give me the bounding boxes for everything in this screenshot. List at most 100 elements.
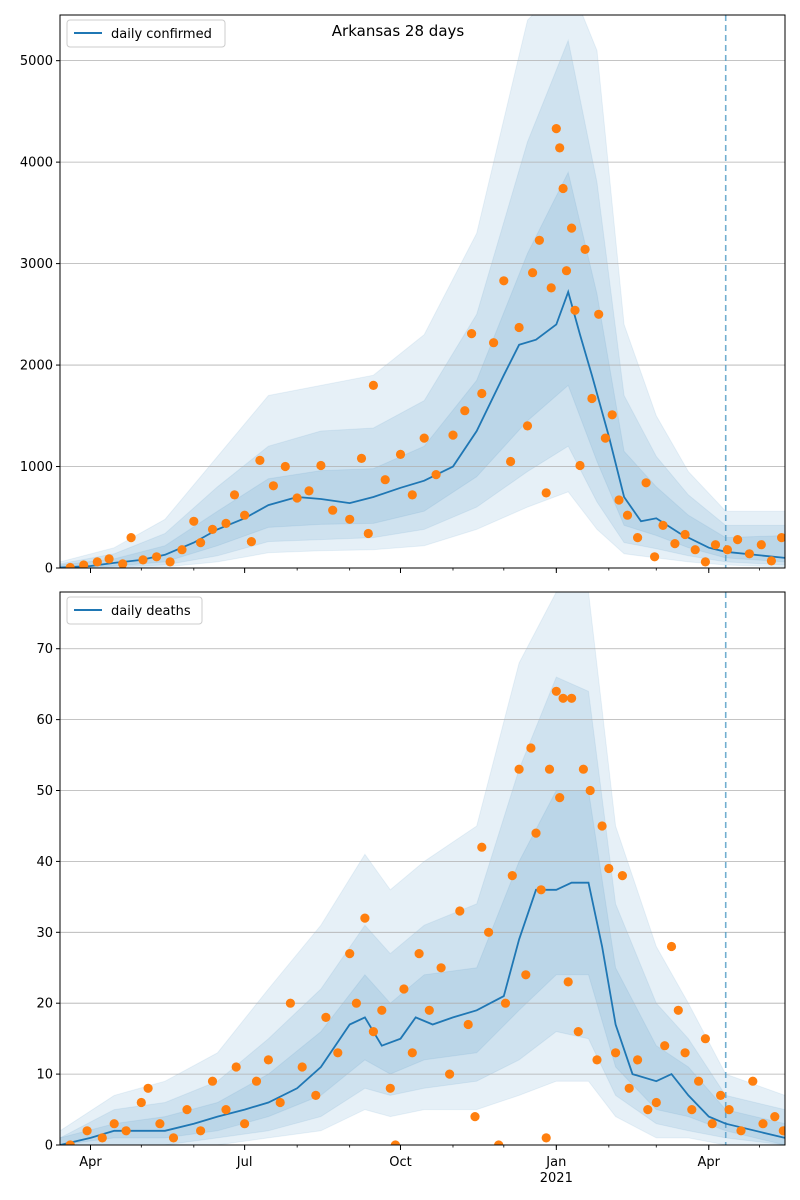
deaths-observed-points (65, 686, 785, 1145)
confirmed-observed-point (368, 380, 378, 390)
confirmed-observed-point (680, 529, 690, 540)
confirmed-observed-point (165, 557, 175, 567)
confirmed-y-tick-label: 0 (45, 562, 53, 577)
x-axis-year-label: 2021 (540, 1171, 573, 1186)
deaths-y-tick-label: 70 (36, 642, 53, 657)
confirmed-observed-point (561, 266, 572, 276)
deaths-observed-point (390, 1140, 400, 1145)
deaths-observed-point (407, 1048, 417, 1058)
deaths-observed-point (573, 1027, 583, 1037)
deaths-observed-point (521, 970, 531, 980)
confirmed-observed-point (777, 533, 785, 543)
confirmed-observed-point (92, 557, 102, 567)
confirmed-observed-point (670, 539, 680, 549)
deaths-observed-point (477, 842, 487, 852)
deaths-observed-point (494, 1140, 504, 1145)
confirmed-observed-point (431, 470, 441, 480)
deaths-observed-point (541, 1133, 551, 1143)
deaths-observed-point (231, 1062, 241, 1072)
deaths-x-tick-label: Oct (389, 1155, 411, 1170)
confirmed-legend-box (66, 19, 226, 48)
deaths-observed-point (311, 1090, 321, 1100)
confirmed-observed-point (292, 493, 302, 503)
confirmed-observed-point (328, 505, 338, 515)
deaths-observed-point (275, 1097, 285, 1108)
confirmed-observed-point (558, 183, 568, 194)
deaths-observed-point (470, 1112, 480, 1122)
deaths-observed-point (436, 963, 446, 973)
confirmed-observed-point (722, 545, 733, 555)
confirmed-observed-point (534, 235, 545, 245)
deaths-observed-point (567, 693, 577, 703)
deaths-band-middle (60, 676, 785, 1145)
confirmed-observed-point (514, 322, 524, 333)
deaths-axes-frame (59, 591, 786, 1146)
deaths-x-tick-label: Jul (236, 1155, 253, 1170)
deaths-observed-point (716, 1090, 726, 1100)
deaths-y-ticks: 0 10 20 30 40 50 60 70 (36, 642, 60, 1154)
deaths-observed-point (297, 1062, 307, 1072)
confirmed-observed-point (152, 552, 162, 562)
confirmed-observed-point (641, 478, 651, 488)
confirmed-gridlines (60, 60, 785, 467)
confirmed-y-tick-label: 3000 (20, 257, 53, 272)
deaths-y-tick-label: 20 (36, 997, 53, 1012)
deaths-band-outer (60, 592, 785, 1145)
deaths-observed-point (484, 927, 494, 937)
deaths-observed-point (97, 1133, 107, 1143)
deaths-observed-point (182, 1105, 192, 1115)
deaths-y-tick-label: 40 (36, 855, 53, 870)
confirmed-observed-point (407, 490, 417, 500)
deaths-x-tick-label: Apr (79, 1155, 102, 1170)
confirmed-band-outer (60, 15, 785, 568)
deaths-observed-point (666, 941, 677, 952)
confirmed-observed-point (189, 516, 199, 526)
confirmed-observed-point (316, 460, 326, 471)
confirmed-observed-point (650, 552, 660, 562)
deaths-x-ticks: Apr Jul Oct Jan Apr (79, 1145, 760, 1170)
deaths-x-tick-label: Apr (698, 1155, 721, 1170)
deaths-y-tick-label: 60 (36, 713, 53, 728)
deaths-observed-point (551, 686, 561, 696)
deaths-observed-point (700, 1034, 711, 1044)
deaths-observed-point (526, 743, 536, 753)
deaths-observed-point (196, 1126, 206, 1136)
deaths-observed-point (597, 821, 607, 831)
confirmed-observed-point (104, 554, 114, 564)
deaths-observed-point (604, 863, 614, 874)
deaths-observed-point (707, 1119, 717, 1129)
deaths-y-tick-label: 0 (45, 1139, 53, 1154)
confirmed-observed-point (489, 338, 499, 348)
deaths-observed-point (578, 764, 589, 774)
confirmed-observed-point (255, 455, 265, 465)
deaths-y-tick-label: 10 (36, 1068, 53, 1083)
confirmed-observed-point (499, 276, 509, 286)
deaths-observed-point (333, 1048, 343, 1058)
confirmed-y-tick-label: 4000 (20, 156, 53, 171)
deaths-observed-point (143, 1083, 153, 1093)
deaths-observed-point (285, 998, 295, 1008)
deaths-observed-point (585, 785, 595, 796)
confirmed-observed-point (207, 524, 218, 535)
confirmed-observed-point (633, 533, 643, 543)
deaths-model-line (60, 881, 785, 1145)
confirmed-band-inner (60, 170, 785, 568)
deaths-observed-point (687, 1105, 697, 1115)
deaths-observed-point (414, 949, 424, 959)
confirmed-observed-point (690, 545, 700, 555)
confirmed-observed-point (766, 556, 777, 566)
confirmed-observed-point (580, 244, 590, 254)
confirmed-observed-point (756, 540, 766, 550)
deaths-observed-point (65, 1140, 75, 1145)
confirmed-observed-point (467, 329, 477, 339)
confirmed-observed-point (594, 309, 604, 319)
deaths-observed-point (455, 906, 465, 916)
confirmed-observed-point (700, 557, 711, 567)
confirmed-observed-point (555, 143, 565, 153)
deaths-observed-point (694, 1076, 704, 1086)
deaths-legend-box (66, 596, 203, 625)
deaths-observed-point (82, 1126, 92, 1136)
deaths-observed-point (748, 1076, 758, 1086)
confirmed-observed-point (380, 475, 390, 485)
